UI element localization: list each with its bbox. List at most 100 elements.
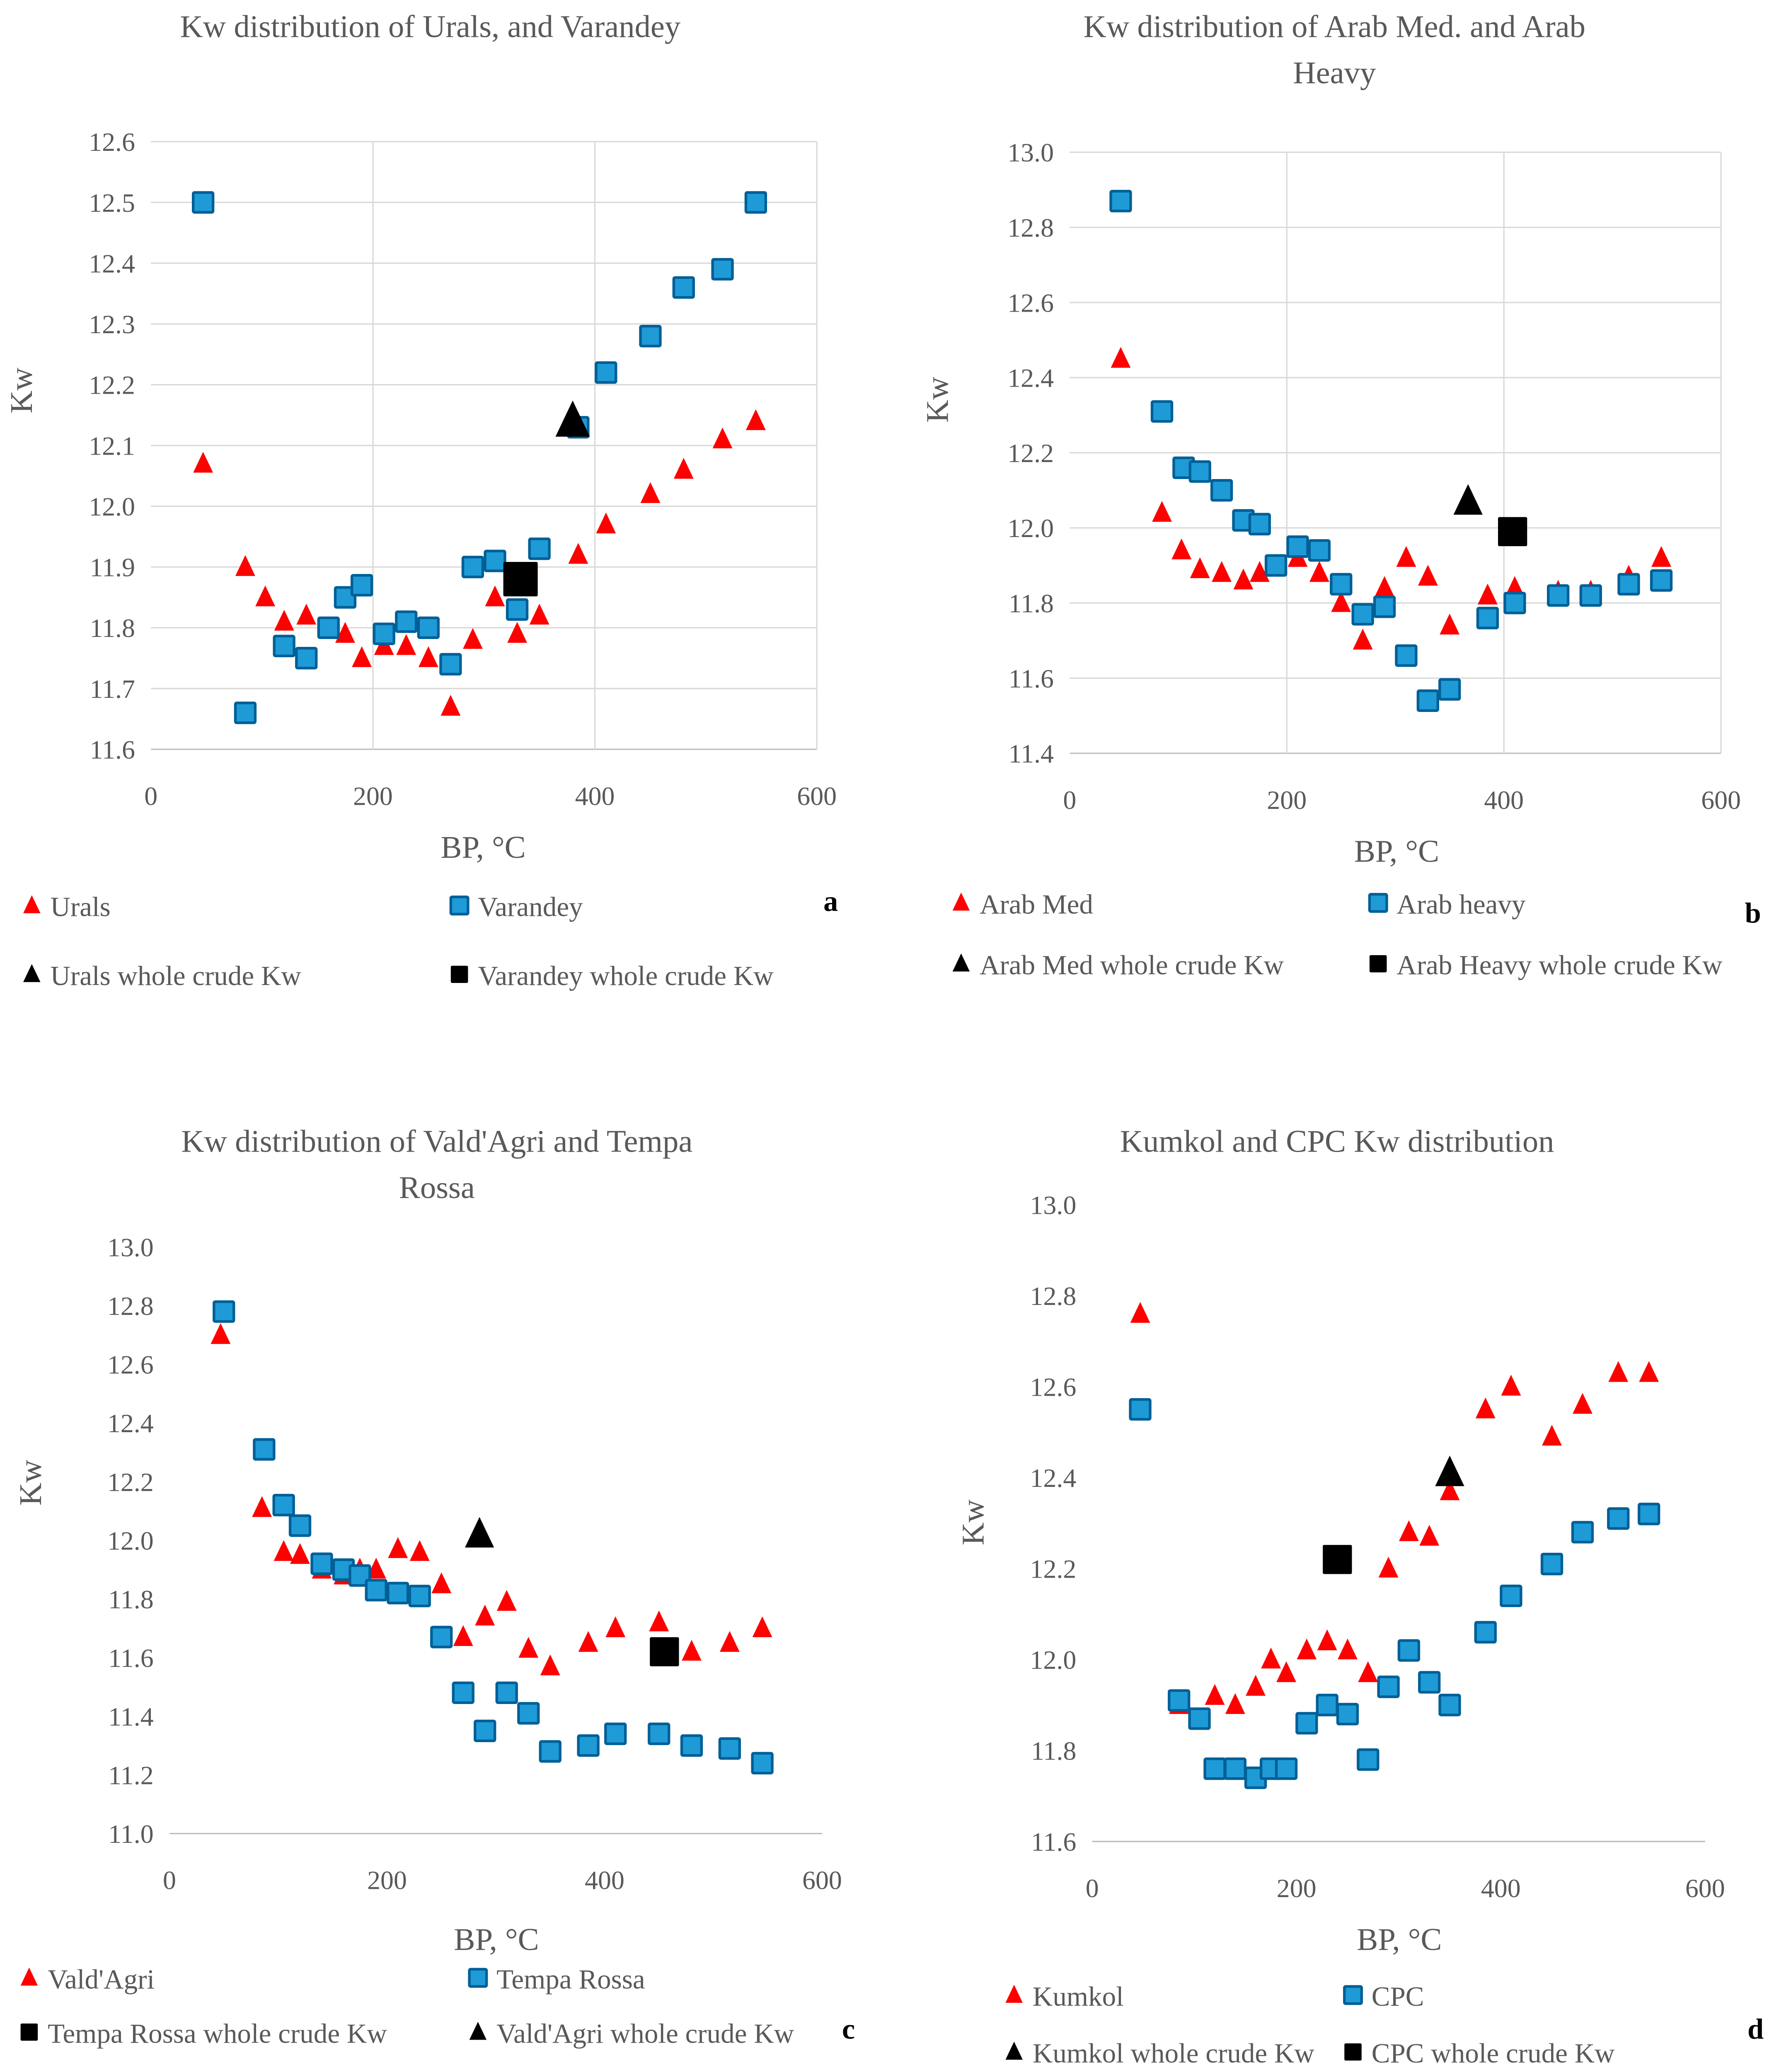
y-tick-label: 12.4 <box>1030 1463 1077 1493</box>
data-point <box>682 1640 702 1661</box>
data-point <box>288 1514 312 1537</box>
x-tick-label: 400 <box>1484 785 1524 815</box>
data-point <box>409 1540 430 1561</box>
data-point <box>255 585 276 607</box>
y-tick-label: 12.2 <box>107 1467 154 1497</box>
data-point <box>335 622 355 643</box>
legend-label: Urals whole crude Kw <box>50 960 301 991</box>
data-point <box>1540 1553 1563 1576</box>
data-point <box>366 1557 386 1579</box>
data-point <box>1475 1397 1496 1418</box>
data-point <box>1440 1479 1460 1501</box>
data-point <box>1438 678 1461 701</box>
data-point <box>640 482 661 503</box>
legend-marker <box>1344 2043 1362 2061</box>
data-point <box>295 647 318 670</box>
data-point <box>711 258 734 281</box>
data-point <box>1317 1629 1337 1651</box>
data-point <box>1474 1621 1497 1644</box>
data-point <box>1171 538 1192 559</box>
legend-marker <box>20 2023 38 2041</box>
data-point <box>1418 564 1438 586</box>
panel-label: d <box>1747 2013 1764 2045</box>
y-tick-label: 12.4 <box>1007 363 1054 393</box>
data-point <box>296 603 317 625</box>
data-point <box>334 586 357 609</box>
legend-marker <box>450 966 468 983</box>
data-point <box>408 1585 431 1607</box>
data-point <box>430 1626 453 1648</box>
data-point <box>680 1734 703 1757</box>
y-tick-label: 12.0 <box>1007 513 1054 543</box>
legend-marker <box>1343 1985 1363 2005</box>
legend-marker <box>1005 2041 1023 2060</box>
data-point <box>496 1590 517 1611</box>
data-point <box>1501 1375 1521 1396</box>
x-tick-label: 200 <box>367 1866 407 1895</box>
chart-title: Kw distribution of Arab Med. and Arab <box>1084 9 1585 44</box>
data-point <box>1203 1757 1226 1780</box>
y-tick-label: 12.8 <box>107 1291 154 1321</box>
legend-label: Urals <box>50 891 110 922</box>
data-point <box>461 556 484 579</box>
y-tick-label: 12.8 <box>1030 1281 1077 1311</box>
data-point <box>1357 1748 1380 1771</box>
data-point <box>1210 479 1233 502</box>
y-tick-label: 11.6 <box>1009 664 1054 693</box>
data-point <box>1542 1425 1562 1446</box>
y-tick-label: 11.8 <box>1031 1736 1076 1766</box>
whole-crude-point <box>503 562 538 597</box>
legend-label: Kumkol whole crude Kw <box>1033 2038 1315 2068</box>
data-point <box>272 1493 295 1517</box>
chart-title: Kumkol and CPC Kw distribution <box>1120 1123 1554 1159</box>
data-point <box>577 1734 600 1757</box>
y-tick-label: 12.0 <box>1030 1645 1077 1675</box>
chart-a: 11.6 11.7 11.8 11.9 12.0 12.1 12.2 12.3 12.4 12.5… <box>4 9 838 991</box>
data-point <box>752 1616 772 1637</box>
y-tick-label: 12.5 <box>89 188 135 218</box>
whole-crude-point <box>1323 1545 1352 1574</box>
y-axis-label: Kw <box>920 377 955 423</box>
data-point <box>712 427 733 448</box>
data-point <box>1205 1684 1225 1705</box>
data-point <box>1373 595 1396 618</box>
data-point <box>1150 400 1174 423</box>
data-point <box>1440 613 1460 635</box>
whole-crude-point <box>465 1517 494 1548</box>
y-tick-label: 12.8 <box>1007 213 1054 242</box>
y-tick-label: 12.6 <box>1030 1372 1077 1402</box>
y-tick-label: 12.6 <box>1007 288 1054 317</box>
data-point <box>349 1564 371 1587</box>
y-tick-label: 11.9 <box>90 553 135 582</box>
y-tick-label: 12.0 <box>89 492 135 521</box>
y-tick-label: 11.6 <box>90 735 135 765</box>
chart-c: 11.0 11.2 11.4 11.6 11.8 12.0 12.2 12.4 12.6 12.8… <box>13 1123 855 2049</box>
data-point <box>1419 1525 1440 1546</box>
legend-item: Arab Med whole crude Kw <box>952 949 1284 980</box>
panel-label: a <box>823 885 838 917</box>
data-point <box>1188 460 1211 483</box>
legend-marker <box>449 896 470 916</box>
legend-item: Varandey <box>449 891 583 922</box>
y-tick-label: 12.2 <box>1030 1554 1077 1584</box>
data-point <box>1330 573 1353 595</box>
data-point <box>1353 629 1373 650</box>
data-point <box>578 1631 598 1652</box>
data-point <box>1416 689 1439 712</box>
data-point <box>506 598 529 621</box>
legend-item: Urals <box>23 891 111 922</box>
data-point <box>1358 1661 1378 1682</box>
data-point <box>1617 573 1640 595</box>
legend-label: Vald'Agri whole crude Kw <box>496 2018 794 2049</box>
data-point <box>673 457 694 479</box>
legend-item: Vald'Agri whole crude Kw <box>469 2018 794 2049</box>
legend-label: Vald'Agri <box>48 1963 155 1995</box>
legend-marker <box>20 1967 38 1986</box>
data-point <box>1571 1521 1594 1544</box>
data-point <box>396 634 416 655</box>
y-tick-label: 11.0 <box>108 1819 153 1849</box>
data-point <box>672 276 695 299</box>
data-point <box>431 1572 452 1593</box>
data-point <box>1438 1694 1461 1716</box>
y-axis-label: Kw <box>4 367 39 413</box>
